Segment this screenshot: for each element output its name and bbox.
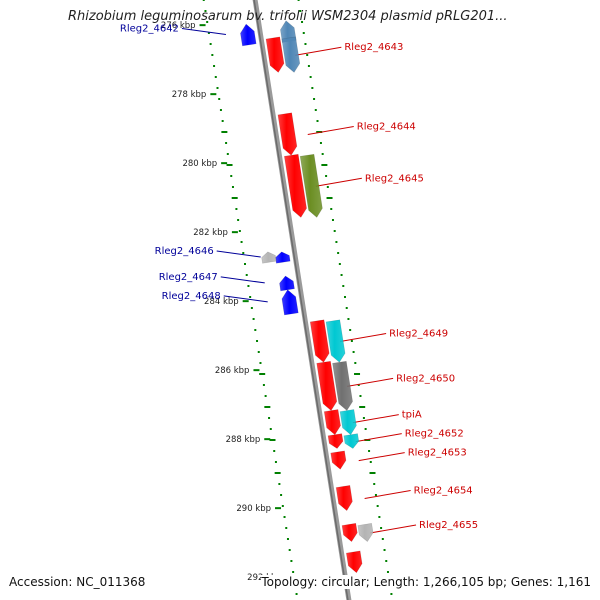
gene-label-rleg2_4647: Rleg2_4647 [159, 272, 218, 283]
gene-leader-line [347, 377, 394, 387]
gene-arrow-rleg2_4646 [275, 251, 291, 264]
gene-leader-line [220, 276, 265, 284]
gene-label-rleg2_4644: Rleg2_4644 [357, 122, 416, 133]
gene-leader-line [358, 452, 405, 462]
scale-tick-label: 278 kbp [172, 90, 207, 100]
gene-arrow-feature-22 [357, 522, 374, 543]
scale-tick-label: 286 kbp [215, 366, 250, 376]
gene-label-rleg2_4653: Rleg2_4653 [408, 448, 467, 459]
gene-label-rleg2_4655: Rleg2_4655 [419, 520, 478, 531]
gene-arrow-rleg2_4649 [309, 319, 330, 363]
gene-leader-line [223, 295, 268, 303]
gene-arrow-feature-14 [332, 360, 353, 411]
gene-label-rleg2_4643: Rleg2_4643 [344, 42, 403, 53]
gene-label-rleg2_4645: Rleg2_4645 [365, 173, 424, 184]
gene-arrow-rleg2_4643 [265, 36, 285, 73]
gene-label-rleg2_4648: Rleg2_4648 [162, 291, 221, 302]
gene-arrow-feature-16 [339, 409, 357, 436]
gene-label-rleg2_4649: Rleg2_4649 [389, 329, 448, 340]
gene-arrow-rleg2_4652 [327, 433, 344, 449]
gene-label-rleg2_4646: Rleg2_4646 [155, 246, 214, 257]
gene-arrow-rleg2_4644 [277, 112, 298, 156]
scale-tick-label: 288 kbp [226, 435, 261, 445]
gene-label-rleg2_4654: Rleg2_4654 [414, 486, 473, 497]
scale-tick-label: 290 kbp [236, 504, 271, 514]
gene-arrow-feature-12 [325, 319, 346, 363]
map-title: Rhizobium leguminosarum bv. trifolii WSM… [68, 9, 508, 24]
gene-arrow-feature-3 [281, 36, 301, 73]
gene-arrow-rleg2_4653 [330, 450, 347, 470]
gene-arrow-feature-8 [261, 251, 277, 264]
gene-leader-line [369, 524, 417, 534]
gene-label-rleg2_4650: Rleg2_4650 [396, 373, 455, 384]
gene-arrow-rleg2_4648 [281, 289, 299, 316]
gene-label-rleg2_4642: Rleg2_4642 [120, 24, 179, 35]
gene-arrow-rleg2_4654 [335, 485, 353, 512]
gene-arrow-rleg2_4642 [240, 23, 257, 47]
gene-leader-line [295, 46, 342, 56]
genome-summary-text: Topology: circular; Length: 1,266,105 bp… [261, 575, 591, 589]
chromosome-backbone-shade [253, 0, 349, 600]
gene-label-tpia: tpiA [402, 410, 422, 421]
gene-leader-line [307, 126, 354, 136]
gene-arrow-tpia [323, 409, 341, 436]
gene-arrow-rleg2_4647 [279, 275, 295, 292]
chromosome-backbone [252, 0, 352, 600]
scale-tick-label: 284 kbp [204, 297, 239, 307]
gene-leader-line [181, 28, 227, 35]
gene-arrow-feature-6 [299, 153, 323, 218]
scale-tick-label: 282 kbp [193, 228, 228, 238]
gene-label-rleg2_4652: Rleg2_4652 [405, 429, 464, 440]
accession-text: Accession: NC_011368 [9, 575, 146, 589]
gene-arrow-rleg2_4645 [283, 153, 307, 218]
scale-tick-label: 280 kbp [182, 159, 217, 169]
gene-leader-line [355, 433, 402, 443]
gene-leader-line [340, 333, 387, 343]
gene-leader-line [315, 177, 362, 187]
gene-leader-line [352, 414, 399, 424]
gene-leader-line [364, 490, 411, 500]
gene-arrow-feature-23 [345, 550, 363, 574]
gene-arrow-rleg2_4650 [316, 360, 338, 411]
scale-tick-label: 276 kbp [161, 21, 196, 31]
gene-leader-line [216, 250, 261, 258]
gene-arrow-feature-18 [343, 433, 360, 449]
gene-arrow-rleg2_4655 [341, 522, 358, 543]
